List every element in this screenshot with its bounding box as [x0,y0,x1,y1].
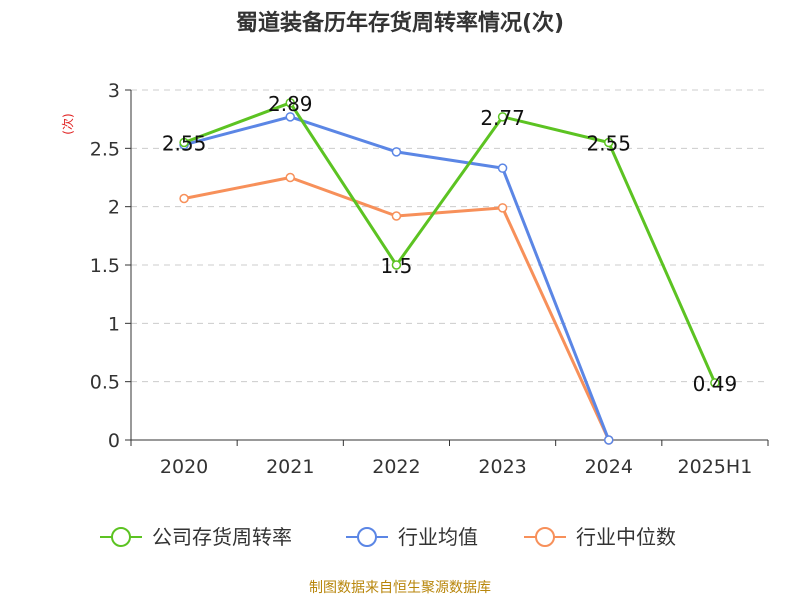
x-tick-label: 2020 [160,456,208,478]
x-tick-label: 2024 [585,456,633,478]
data-point [497,112,508,122]
x-tick-label: 2023 [478,456,526,478]
data-label: 2.77 [480,106,525,130]
y-tick-label: 3 [108,80,120,102]
legend-label: 行业中位数 [576,525,676,549]
data-point [391,211,402,221]
data-point [285,172,295,183]
y-tick-label: 2.5 [90,138,120,160]
legend-marker [357,527,377,547]
chart-title: 蜀道装备历年存货周转率情况(次) [236,10,564,36]
legend-marker [111,527,131,547]
x-tick-label: 2022 [372,456,420,478]
data-label: 1.5 [381,254,413,278]
legend-label: 行业均值 [398,525,478,549]
legend-label: 公司存货周转率 [152,525,292,549]
series-lines [179,98,720,445]
data-point [179,193,189,204]
x-tick-labels: 2020 2021 2022 2023 2024 2025H1 [160,456,752,478]
source-note: 制图数据来自恒生聚源数据库 [309,580,491,596]
y-tick-label: 2 [108,197,120,219]
y-tick-label: 1.5 [90,255,120,277]
data-point [497,163,508,173]
data-point [604,137,614,148]
y-axis-unit: (次) [61,113,75,134]
legend-marker [535,527,555,547]
series-line [183,101,717,384]
data-point [710,378,720,388]
data-label: 0.49 [693,372,738,396]
x-tick-label: 2021 [266,456,314,478]
data-point [391,260,402,270]
y-tick-label: 1 [108,313,120,335]
series-line [183,115,611,441]
data-point [285,112,295,122]
data-labels: 2.55 2.89 1.5 2.77 2.55 0.49 [162,92,737,396]
y-tick-labels: 0 0.5 1 1.5 2 2.5 3 [90,80,120,452]
data-label: 2.55 [162,132,207,156]
data-point [497,203,508,213]
axes [125,89,769,446]
data-point [179,137,189,148]
x-tick-label: 2025H1 [678,456,753,478]
data-point [285,98,295,108]
legend: 公司存货周转率 行业均值 行业中位数 [100,525,676,549]
data-point [391,147,402,157]
y-tick-label: 0 [108,430,120,452]
y-tick-label: 0.5 [90,372,120,394]
data-label: 2.55 [586,132,631,156]
data-label: 2.89 [268,92,313,116]
data-point [604,435,614,445]
